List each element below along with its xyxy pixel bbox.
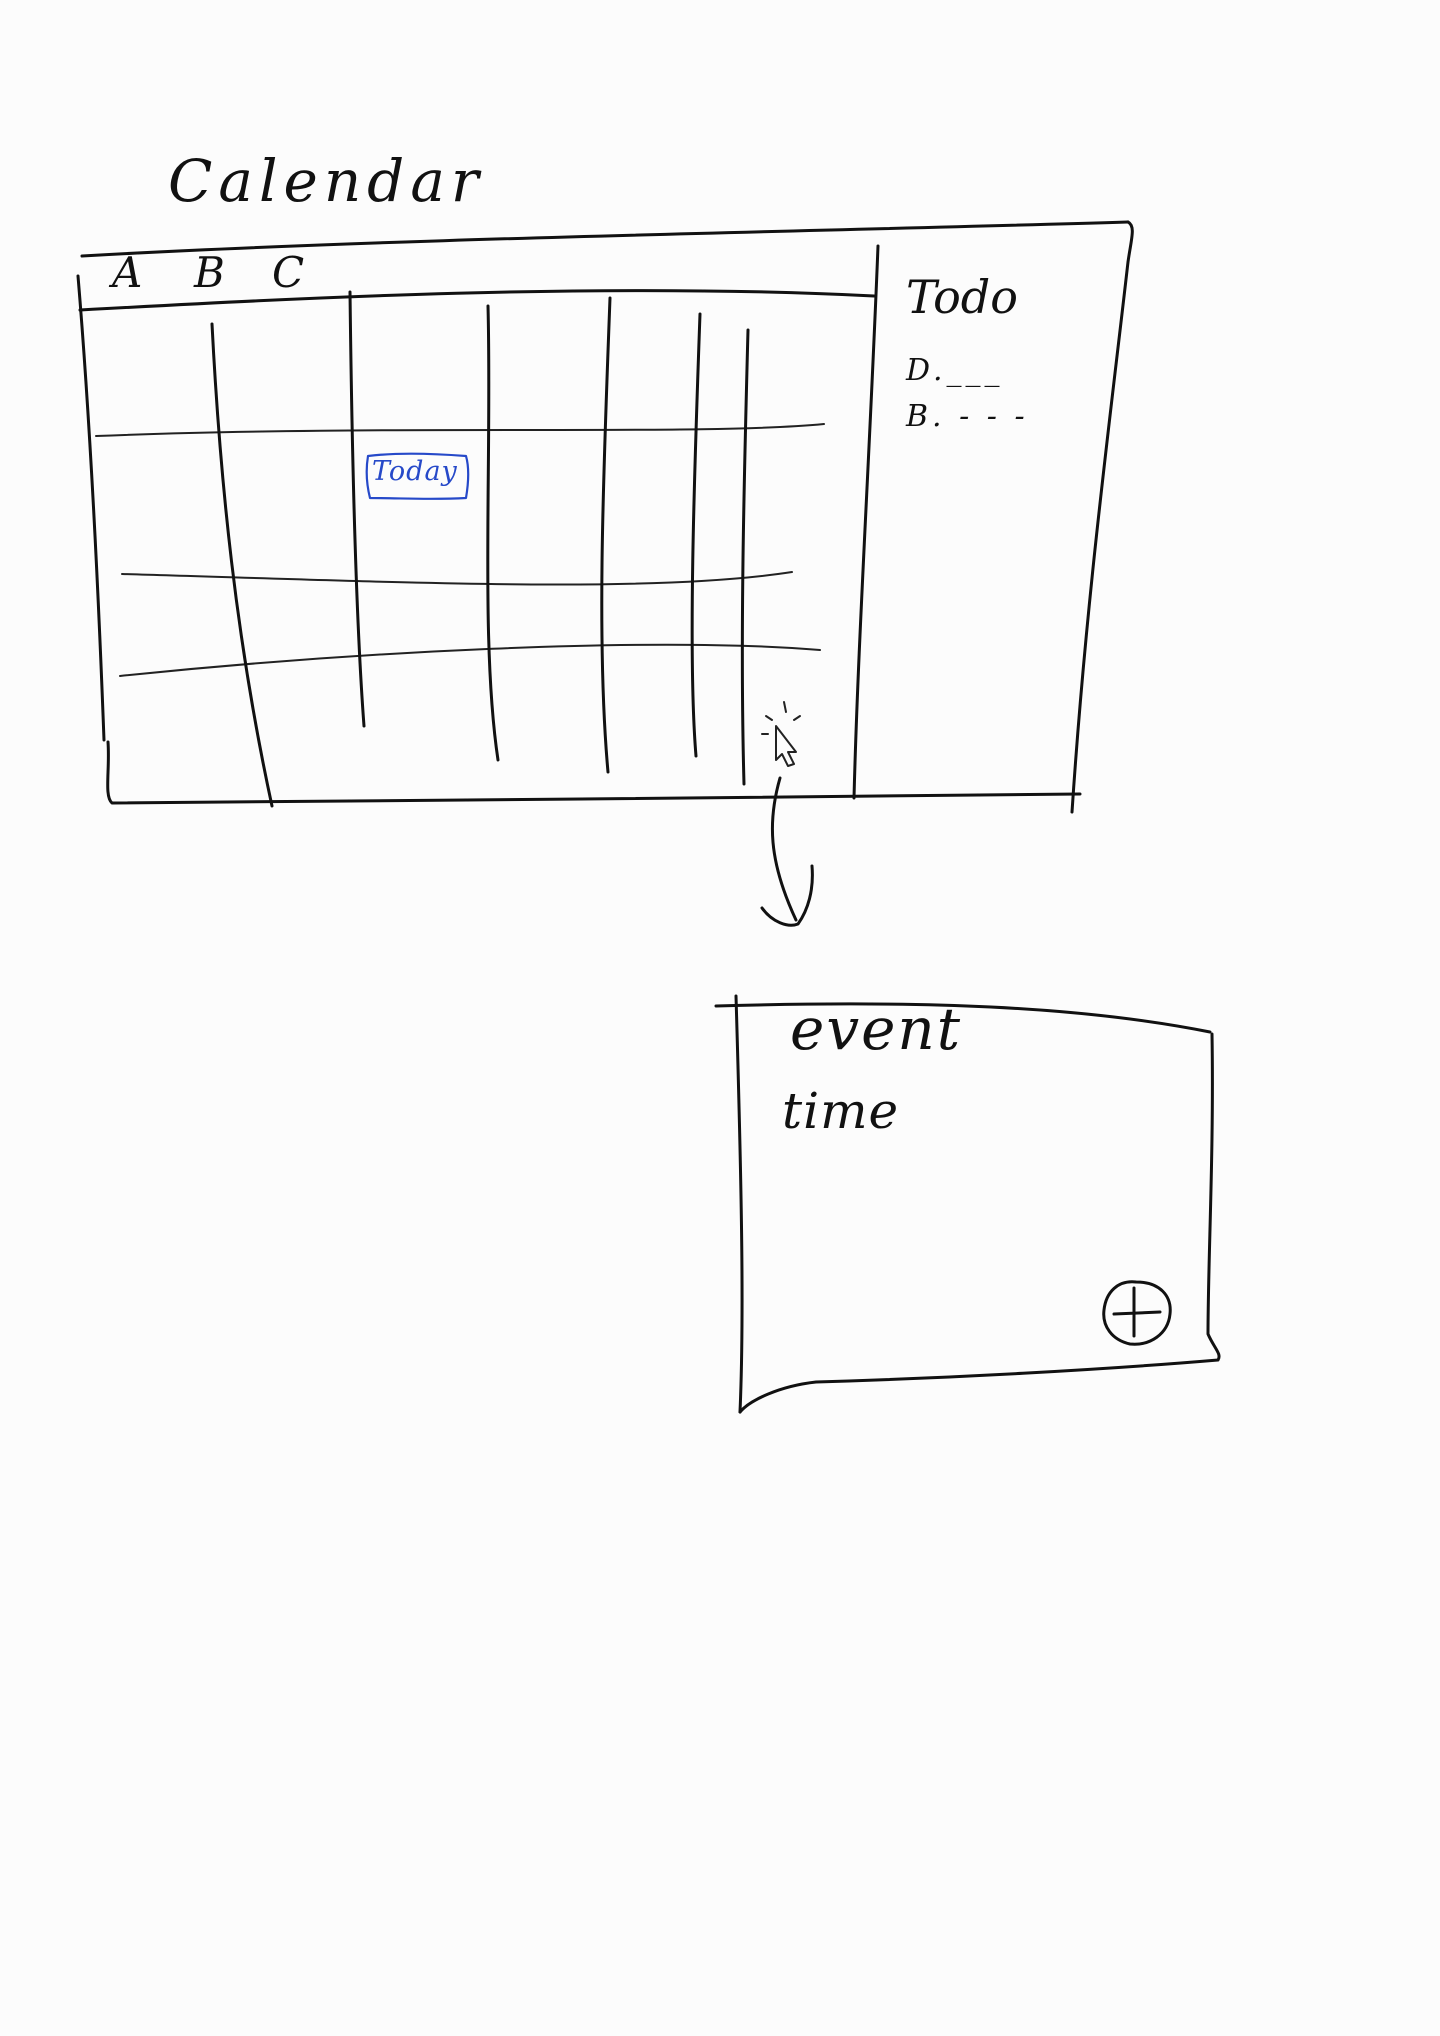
calendar-title: Calendar bbox=[168, 147, 485, 215]
calendar-row-lines bbox=[95, 423, 825, 677]
plus-circle-icon[interactable] bbox=[1102, 1280, 1172, 1346]
arrow-to-event-popup bbox=[760, 776, 814, 927]
todo-item[interactable]: D.___ bbox=[906, 353, 1004, 388]
todo-title: Todo bbox=[906, 270, 1018, 324]
today-cell-label[interactable]: Today bbox=[372, 456, 458, 487]
event-popup-frame bbox=[714, 994, 1221, 1414]
calendar-column-lines bbox=[210, 290, 750, 808]
cursor-click-icon bbox=[761, 701, 801, 767]
column-header-a[interactable]: A bbox=[112, 248, 143, 297]
today-highlight-box bbox=[365, 452, 470, 500]
event-name-field[interactable]: event bbox=[790, 995, 963, 1063]
event-time-field[interactable]: time bbox=[782, 1082, 900, 1140]
add-event-button[interactable] bbox=[1100, 1276, 1172, 1348]
column-header-c[interactable]: C bbox=[272, 248, 305, 297]
calendar-frame bbox=[76, 220, 1134, 814]
column-header-b[interactable]: B bbox=[194, 248, 225, 297]
calendar-header-divider bbox=[78, 244, 880, 800]
todo-item[interactable]: B. - - - bbox=[906, 399, 1029, 434]
